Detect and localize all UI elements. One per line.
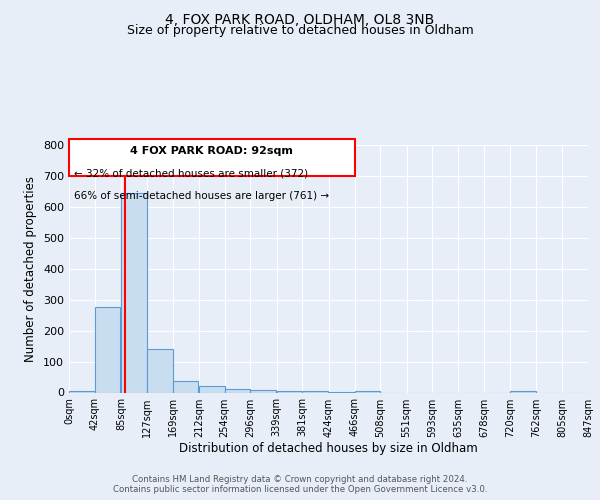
Bar <box>69 391 95 392</box>
FancyBboxPatch shape <box>69 139 355 176</box>
Text: Size of property relative to detached houses in Oldham: Size of property relative to detached ho… <box>127 24 473 37</box>
Bar <box>355 391 380 392</box>
Bar <box>302 391 328 392</box>
Bar <box>224 389 250 392</box>
Text: Contains HM Land Registry data © Crown copyright and database right 2024.: Contains HM Land Registry data © Crown c… <box>132 475 468 484</box>
Text: 4, FOX PARK ROAD, OLDHAM, OL8 3NB: 4, FOX PARK ROAD, OLDHAM, OL8 3NB <box>166 12 434 26</box>
X-axis label: Distribution of detached houses by size in Oldham: Distribution of detached houses by size … <box>179 442 478 456</box>
Bar <box>95 308 121 392</box>
Bar <box>121 193 147 392</box>
Bar <box>277 391 302 392</box>
Text: 4 FOX PARK ROAD: 92sqm: 4 FOX PARK ROAD: 92sqm <box>130 146 293 156</box>
Text: 66% of semi-detached houses are larger (761) →: 66% of semi-detached houses are larger (… <box>74 191 329 201</box>
Text: Contains public sector information licensed under the Open Government Licence v3: Contains public sector information licen… <box>113 485 487 494</box>
Bar <box>147 349 173 393</box>
Bar <box>510 391 536 392</box>
Y-axis label: Number of detached properties: Number of detached properties <box>25 176 37 362</box>
Bar <box>173 380 198 392</box>
Bar <box>199 386 224 392</box>
Text: ← 32% of detached houses are smaller (372): ← 32% of detached houses are smaller (37… <box>74 168 308 178</box>
Bar <box>250 390 276 392</box>
